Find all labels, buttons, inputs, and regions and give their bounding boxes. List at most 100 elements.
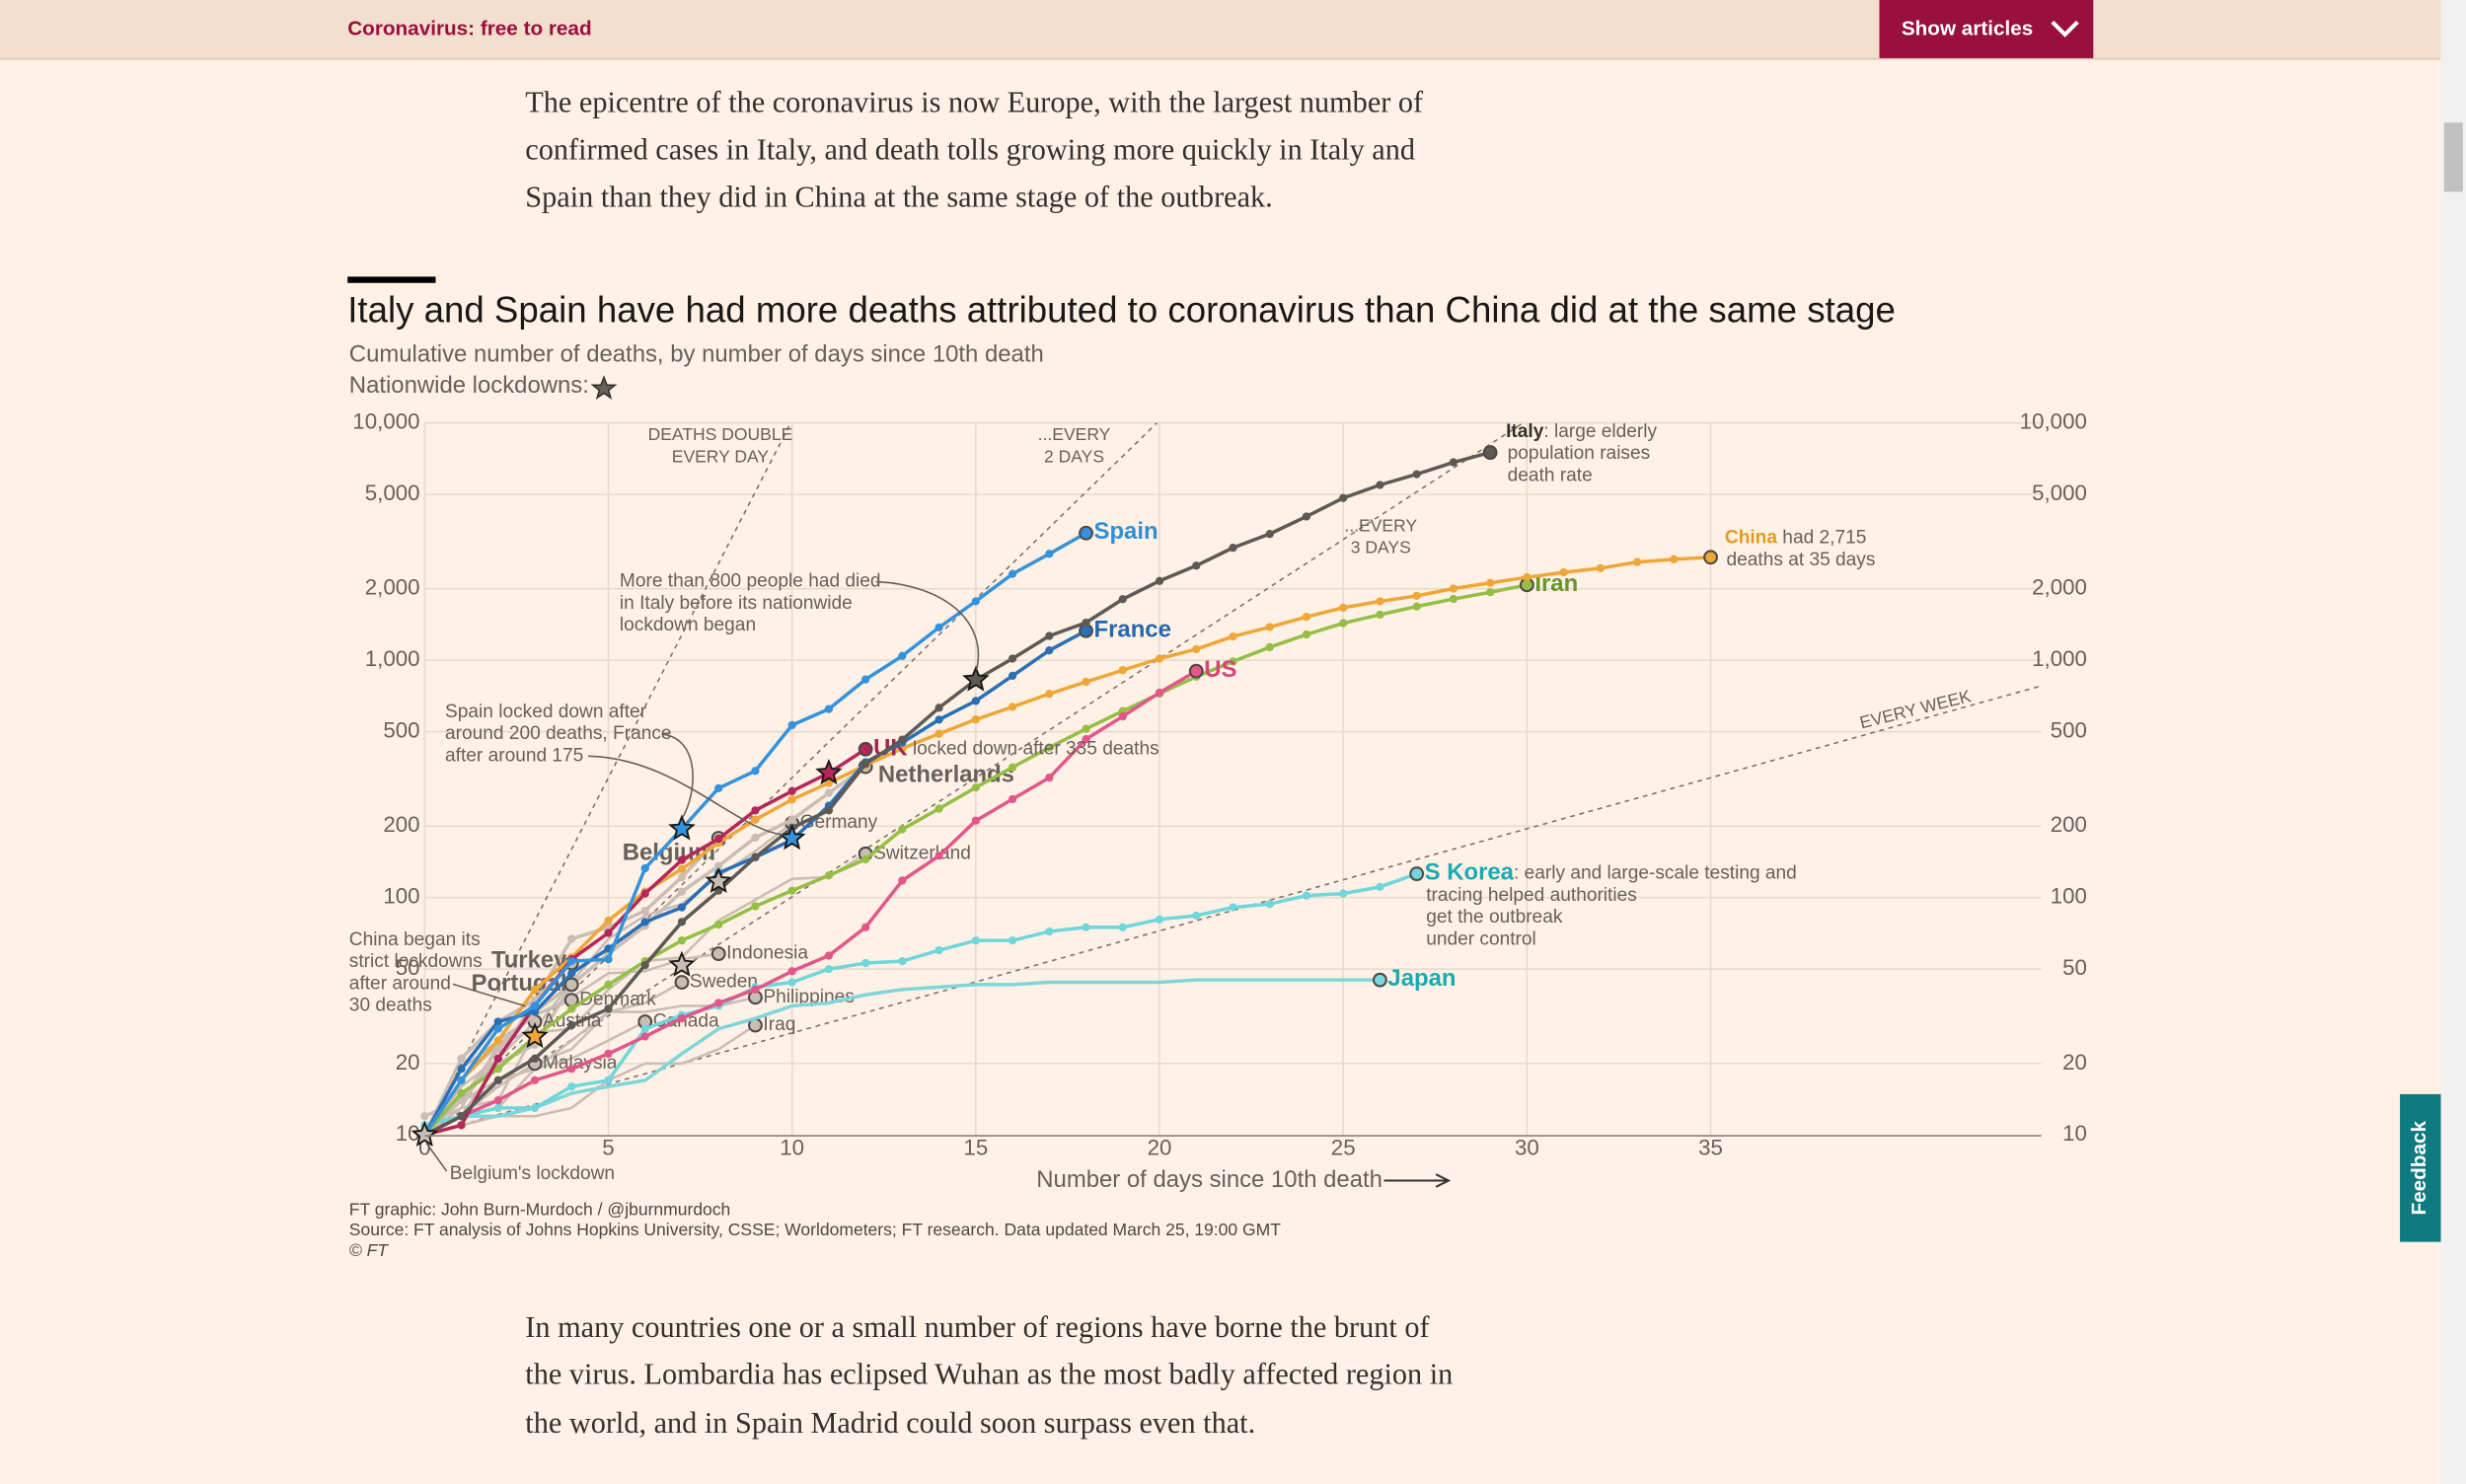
lockdown-star [668,950,696,977]
series-point [1118,711,1127,721]
series-point [567,956,576,966]
annotation: More than 800 people had died [620,571,881,592]
series-point [420,1112,429,1121]
series-point [860,675,870,684]
series-point [1118,923,1127,931]
topbar-label[interactable]: Coronavirus: free to read [347,18,591,40]
feedback-label[interactable]: Feedback [2408,1121,2430,1216]
lockdown-star [521,1021,549,1049]
series-point [1082,923,1090,931]
y-tick-label-right: 1,000 [2032,646,2087,671]
series-note: had 2,715 [1777,528,1866,549]
series-label: Indonesia [726,943,808,964]
series-point [677,855,687,864]
series-point [1376,597,1384,606]
series-point [934,729,943,738]
series-point [1082,724,1090,733]
end-dot [1409,866,1425,881]
series-name: China [1725,528,1777,549]
series-point [1339,619,1348,628]
series-point [934,704,943,712]
series-point [493,1065,502,1074]
series-point [971,782,980,792]
series-point [824,965,834,974]
series-point [751,902,760,911]
series-point [677,918,687,927]
series-point [1045,743,1054,752]
series-point [787,967,796,976]
series-point [860,923,870,931]
scrollbar[interactable] [2440,0,2466,1484]
end-dot [1373,972,1387,988]
reference-label: EVERY DAY [672,446,770,466]
scroll-thumb[interactable] [2443,122,2463,192]
paragraph-line: In many countries one or a small number … [525,1310,1430,1344]
x-tick-label: 20 [1148,1136,1172,1160]
annotation: China began its [349,929,481,950]
series-line [423,1023,757,1137]
x-tick-label: 35 [1698,1136,1723,1160]
series-point [971,597,980,606]
series-point [824,788,834,797]
x-axis-arrow [1383,1173,1452,1188]
series-point [1302,613,1311,622]
series-point [1559,567,1568,577]
series-point [1008,794,1017,804]
series-line [423,669,1198,1137]
series-point [530,1002,540,1010]
series-note: population raises [1508,443,1651,464]
y-tick-label: 500 [383,717,419,742]
series-label: S Korea: early and large-scale testing a… [1425,859,1797,950]
chevron[interactable] [2051,20,2079,37]
series-point [457,1112,466,1121]
reference-line [423,421,1524,1136]
y-tick-label: 5,000 [365,481,420,505]
series-point [457,1088,466,1098]
series-point [530,985,540,995]
series-label: UK locked down after 335 deaths [873,735,1159,762]
paragraph-line: the virus. Lombardia has eclipsed Wuhan … [525,1358,1453,1391]
y-tick-label-right: 200 [2051,812,2087,837]
series-point [604,1049,613,1059]
series-point [1449,584,1458,593]
series-point [1265,900,1274,909]
annotation-arrow [452,983,526,1007]
series-point [1302,512,1311,521]
reference-label: 2 DAYS [1044,446,1104,466]
series-point [604,1004,613,1013]
series-point [934,623,943,632]
series-point [787,815,796,824]
feedback-tab[interactable] [2400,1093,2441,1242]
series-point [1155,654,1164,663]
series-name: Netherlands [878,762,1014,788]
series-point [934,804,943,813]
series-point [1376,481,1384,489]
y-tick-label: 20 [396,1050,420,1075]
series-point [824,779,834,787]
y-tick-label: 1,000 [365,646,420,671]
series-point [1486,578,1495,587]
series-name: S Korea [1425,859,1515,886]
series-point [530,1007,540,1016]
series-point [714,999,723,1007]
series-point [493,1036,502,1045]
footnote: Source: FT analysis of Johns Hopkins Uni… [349,1220,1281,1239]
series-point [493,1045,502,1054]
series-point [493,1054,502,1063]
lockdown-star [778,824,806,851]
show-articles-label[interactable]: Show articles [1902,18,2033,40]
series-point [493,1096,502,1105]
series-point [934,852,943,860]
series-point [1045,690,1054,699]
series-point [1118,666,1127,675]
series-note: death rate [1508,466,1593,486]
series-point [714,920,723,929]
end-dot [1703,550,1718,565]
x-tick-label: 15 [963,1136,988,1160]
series-point [898,956,907,966]
series-point [787,886,796,895]
series-name: Germany [800,812,878,833]
series-point [787,795,796,804]
series-point [1045,631,1054,640]
